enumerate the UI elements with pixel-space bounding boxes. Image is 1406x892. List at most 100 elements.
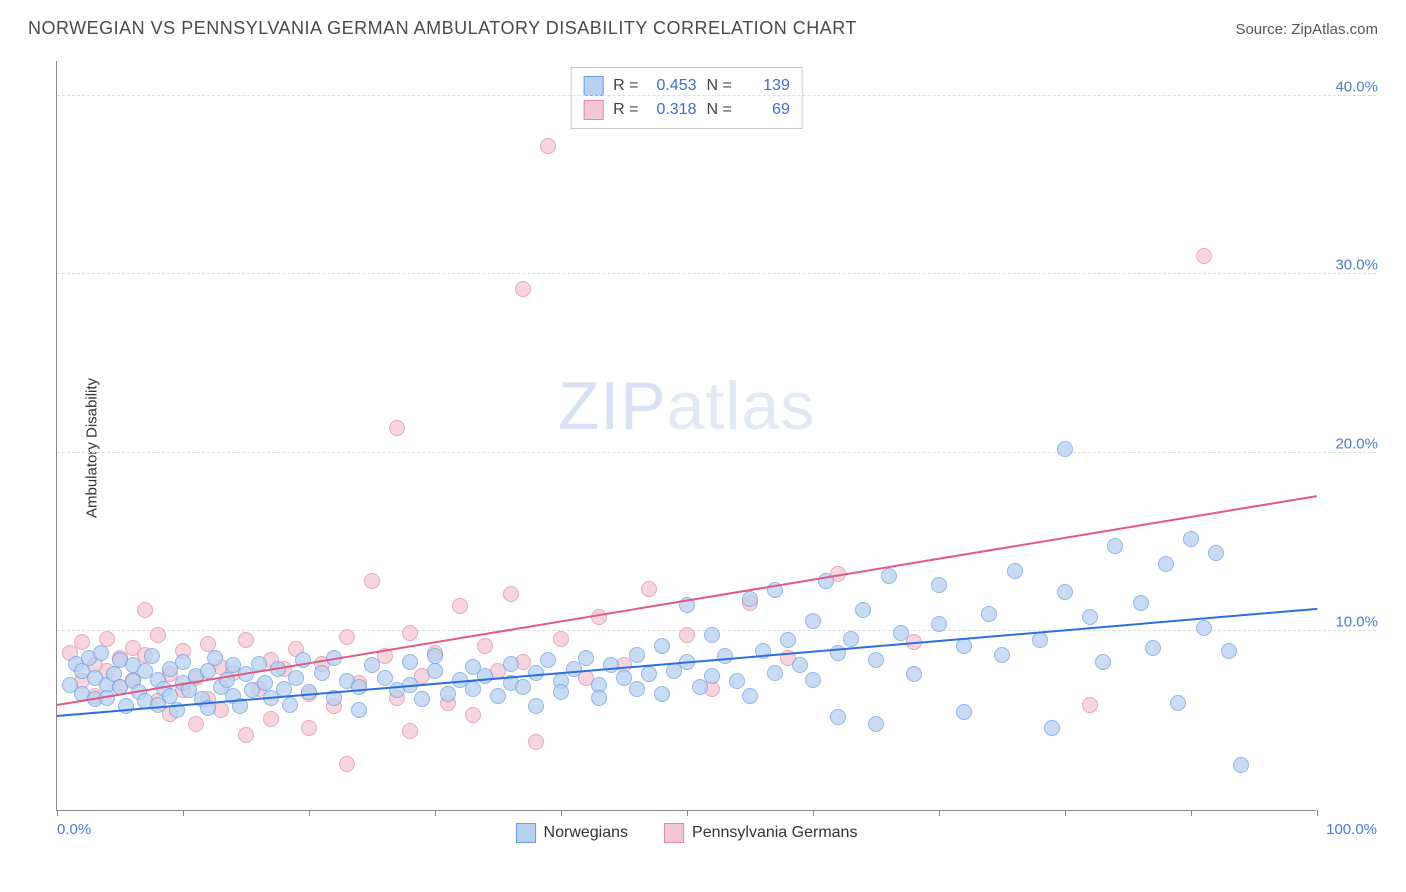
point-norwegians <box>553 684 569 700</box>
point-norwegians <box>1032 632 1048 648</box>
point-norwegians <box>1082 609 1098 625</box>
x-tick <box>561 810 562 816</box>
y-tick-label: 10.0% <box>1335 614 1378 631</box>
point-penn-german <box>528 734 544 750</box>
point-norwegians <box>868 716 884 732</box>
point-norwegians <box>780 632 796 648</box>
point-norwegians <box>1145 640 1161 656</box>
point-norwegians <box>931 577 947 593</box>
point-penn-german <box>74 634 90 650</box>
point-norwegians <box>1133 595 1149 611</box>
point-norwegians <box>377 670 393 686</box>
point-norwegians <box>994 647 1010 663</box>
legend: Norwegians Pennsylvania Germans <box>516 823 858 843</box>
point-penn-german <box>540 138 556 154</box>
point-penn-german <box>553 631 569 647</box>
point-norwegians <box>1107 538 1123 554</box>
point-norwegians <box>477 668 493 684</box>
point-norwegians <box>351 702 367 718</box>
stats-row-1: R = 0.318 N = 69 <box>583 98 790 122</box>
point-norwegians <box>1208 545 1224 561</box>
x-tick-label: 0.0% <box>57 821 91 838</box>
chart-area: Ambulatory Disability ZIPatlas R = 0.453… <box>40 55 1380 840</box>
point-norwegians <box>207 650 223 666</box>
swatch-norwegians <box>583 76 603 96</box>
x-tick <box>687 810 688 816</box>
x-tick <box>1191 810 1192 816</box>
point-penn-german <box>477 638 493 654</box>
point-norwegians <box>282 697 298 713</box>
point-norwegians <box>704 627 720 643</box>
point-norwegians <box>641 666 657 682</box>
point-norwegians <box>591 690 607 706</box>
point-norwegians <box>1007 563 1023 579</box>
stat-n-val-1: 69 <box>742 98 790 122</box>
point-penn-german <box>389 420 405 436</box>
point-penn-german <box>515 281 531 297</box>
chart-title: NORWEGIAN VS PENNSYLVANIA GERMAN AMBULAT… <box>28 18 857 39</box>
grid-line <box>57 273 1376 274</box>
point-norwegians <box>465 681 481 697</box>
point-norwegians <box>427 663 443 679</box>
point-norwegians <box>440 686 456 702</box>
point-penn-german <box>1082 697 1098 713</box>
watermark-thin: atlas <box>667 368 816 444</box>
point-penn-german <box>402 625 418 641</box>
point-norwegians <box>881 568 897 584</box>
point-norwegians <box>515 679 531 695</box>
point-penn-german <box>238 727 254 743</box>
trend-line-norwegians <box>57 608 1317 717</box>
legend-item-norwegians: Norwegians <box>516 823 628 843</box>
swatch-penn-german <box>583 100 603 120</box>
point-norwegians <box>767 665 783 681</box>
x-tick <box>183 810 184 816</box>
point-norwegians <box>843 631 859 647</box>
x-tick <box>813 810 814 816</box>
point-norwegians <box>868 652 884 668</box>
y-tick-label: 20.0% <box>1335 435 1378 452</box>
x-tick <box>57 810 58 816</box>
point-norwegians <box>717 648 733 664</box>
stat-n-label: N = <box>707 98 732 122</box>
point-norwegians <box>1170 695 1186 711</box>
point-penn-german <box>263 711 279 727</box>
point-norwegians <box>893 625 909 641</box>
point-norwegians <box>1221 643 1237 659</box>
grid-line <box>57 95 1376 96</box>
point-norwegians <box>1196 620 1212 636</box>
watermark-bold: ZIP <box>558 368 667 444</box>
point-penn-german <box>137 602 153 618</box>
point-penn-german <box>503 586 519 602</box>
point-penn-german <box>150 627 166 643</box>
point-penn-german <box>591 609 607 625</box>
point-norwegians <box>603 657 619 673</box>
point-norwegians <box>654 686 670 702</box>
point-penn-german <box>188 716 204 732</box>
plot-region: ZIPatlas R = 0.453 N = 139 R = 0.318 N =… <box>56 61 1316 811</box>
point-penn-german <box>1196 248 1212 264</box>
stats-box: R = 0.453 N = 139 R = 0.318 N = 69 <box>570 67 803 129</box>
point-penn-german <box>301 720 317 736</box>
point-norwegians <box>742 591 758 607</box>
point-norwegians <box>792 657 808 673</box>
x-tick <box>1065 810 1066 816</box>
legend-label-1: Pennsylvania Germans <box>692 824 857 842</box>
point-norwegians <box>729 673 745 689</box>
point-norwegians <box>1183 531 1199 547</box>
point-norwegians <box>742 688 758 704</box>
point-penn-german <box>465 707 481 723</box>
point-norwegians <box>503 656 519 672</box>
point-norwegians <box>288 670 304 686</box>
source-label: Source: ZipAtlas.com <box>1235 21 1378 38</box>
grid-line <box>57 452 1376 453</box>
point-penn-german <box>641 581 657 597</box>
swatch-norwegians <box>516 823 536 843</box>
point-norwegians <box>1044 720 1060 736</box>
point-norwegians <box>314 665 330 681</box>
point-penn-german <box>339 629 355 645</box>
point-norwegians <box>956 704 972 720</box>
point-norwegians <box>528 665 544 681</box>
point-norwegians <box>490 688 506 704</box>
point-norwegians <box>855 602 871 618</box>
y-tick-label: 40.0% <box>1335 78 1378 95</box>
